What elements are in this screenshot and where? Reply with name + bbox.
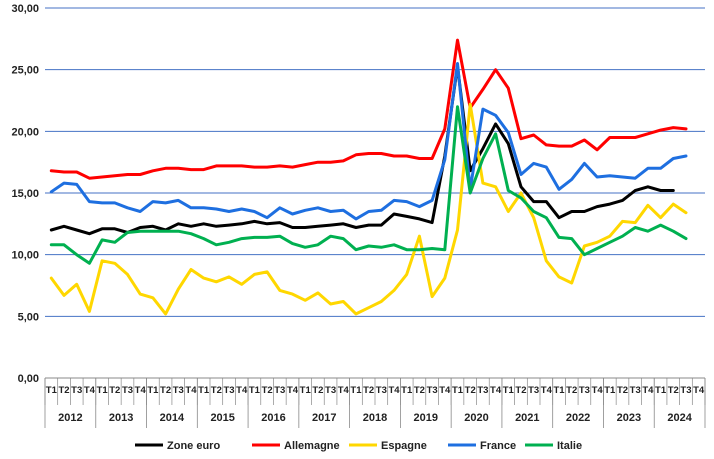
quarter-label: T4 (338, 385, 350, 396)
legend-label: France (480, 440, 516, 452)
y-tick-label: 30,00 (11, 3, 39, 15)
quarter-label: T4 (236, 385, 248, 396)
quarter-label: T2 (566, 385, 577, 396)
quarter-label: T2 (58, 385, 69, 396)
series-line-france (49, 62, 688, 221)
quarter-label: T2 (668, 385, 679, 396)
quarter-label: T3 (173, 385, 184, 396)
quarter-label: T1 (553, 385, 565, 396)
quarter-label: T4 (439, 385, 451, 396)
series-line-allemagne (49, 38, 688, 180)
quarter-label: T4 (642, 385, 654, 396)
quarter-label: T3 (122, 385, 133, 396)
y-tick-label: 15,00 (11, 188, 39, 200)
quarter-label: T1 (249, 385, 261, 396)
quarter-label: T1 (503, 385, 515, 396)
quarter-label: T3 (680, 385, 691, 396)
quarter-label: T1 (300, 385, 312, 396)
year-label: 2014 (160, 412, 185, 424)
quarter-label: T1 (198, 385, 210, 396)
y-tick-label: 10,00 (11, 250, 39, 262)
series-line-italie (49, 105, 688, 265)
quarter-label: T1 (350, 385, 362, 396)
gridlines (45, 7, 705, 317)
quarter-label: T3 (325, 385, 336, 396)
quarter-label: T3 (274, 385, 285, 396)
quarter-label: T2 (414, 385, 425, 396)
year-label: 2024 (667, 412, 692, 424)
legend-label: Espagne (381, 440, 427, 452)
quarter-label: T3 (71, 385, 82, 396)
x-axis: T1 T2 T3 T4 T1 T2 T3 T4 T1 T2 T3 T4 T1 T2 T3 T4 T1 T2 T3 T4… (44, 377, 706, 428)
quarter-label: T2 (312, 385, 323, 396)
quarter-label: T1 (401, 385, 413, 396)
year-label: 2023 (617, 412, 641, 424)
quarter-label: T3 (376, 385, 387, 396)
quarter-label: T3 (427, 385, 438, 396)
series-lines (49, 38, 688, 316)
quarter-label: T1 (97, 385, 109, 396)
year-label: 2018 (363, 412, 387, 424)
quarter-label: T1 (46, 385, 58, 396)
quarter-label: T1 (604, 385, 616, 396)
quarter-label: T1 (452, 385, 464, 396)
quarter-label: T4 (592, 385, 604, 396)
quarter-label: T2 (515, 385, 526, 396)
quarter-label: T4 (287, 385, 299, 396)
series-line-espagne (49, 102, 688, 316)
year-label: 2019 (414, 412, 438, 424)
quarter-label: T2 (465, 385, 476, 396)
year-label: 2015 (210, 412, 234, 424)
quarter-label: T1 (147, 385, 159, 396)
y-tick-label: 0,00 (18, 373, 39, 385)
y-tick-label: 25,00 (11, 65, 39, 77)
quarter-label: T2 (160, 385, 171, 396)
y-tick-label: 5,00 (18, 311, 39, 323)
quarter-label: T3 (477, 385, 488, 396)
y-tick-label: 20,00 (11, 126, 39, 138)
quarter-label: T2 (363, 385, 374, 396)
series-line-zone-euro (49, 64, 675, 236)
quarter-label: T3 (223, 385, 234, 396)
quarter-label: T4 (693, 385, 705, 396)
year-label: 2013 (109, 412, 133, 424)
legend-label: Italie (557, 440, 582, 452)
y-axis-ticks: 0,00 5,00 10,00 15,00 20,00 25,00 30,00 (11, 3, 39, 385)
quarter-label: T2 (109, 385, 120, 396)
quarter-label: T4 (185, 385, 197, 396)
year-label: 2016 (261, 412, 285, 424)
quarter-label: T4 (135, 385, 147, 396)
quarter-label: T2 (262, 385, 273, 396)
legend-label: Zone euro (167, 440, 220, 452)
legend-label: Allemagne (284, 440, 340, 452)
quarter-label: T3 (528, 385, 539, 396)
year-label: 2022 (566, 412, 590, 424)
quarter-label: T4 (388, 385, 400, 396)
quarter-label: T1 (655, 385, 667, 396)
year-label: 2012 (58, 412, 82, 424)
quarter-label: T3 (579, 385, 590, 396)
quarter-label: T4 (84, 385, 96, 396)
year-label: 2021 (515, 412, 539, 424)
legend: Zone euro Allemagne Espagne France Italie (135, 440, 582, 452)
quarter-label: T4 (541, 385, 553, 396)
year-label: 2017 (312, 412, 336, 424)
quarter-label: T2 (211, 385, 222, 396)
quarter-label: T4 (490, 385, 502, 396)
quarter-label: T2 (617, 385, 628, 396)
quarter-label: T3 (630, 385, 641, 396)
year-label: 2020 (464, 412, 488, 424)
